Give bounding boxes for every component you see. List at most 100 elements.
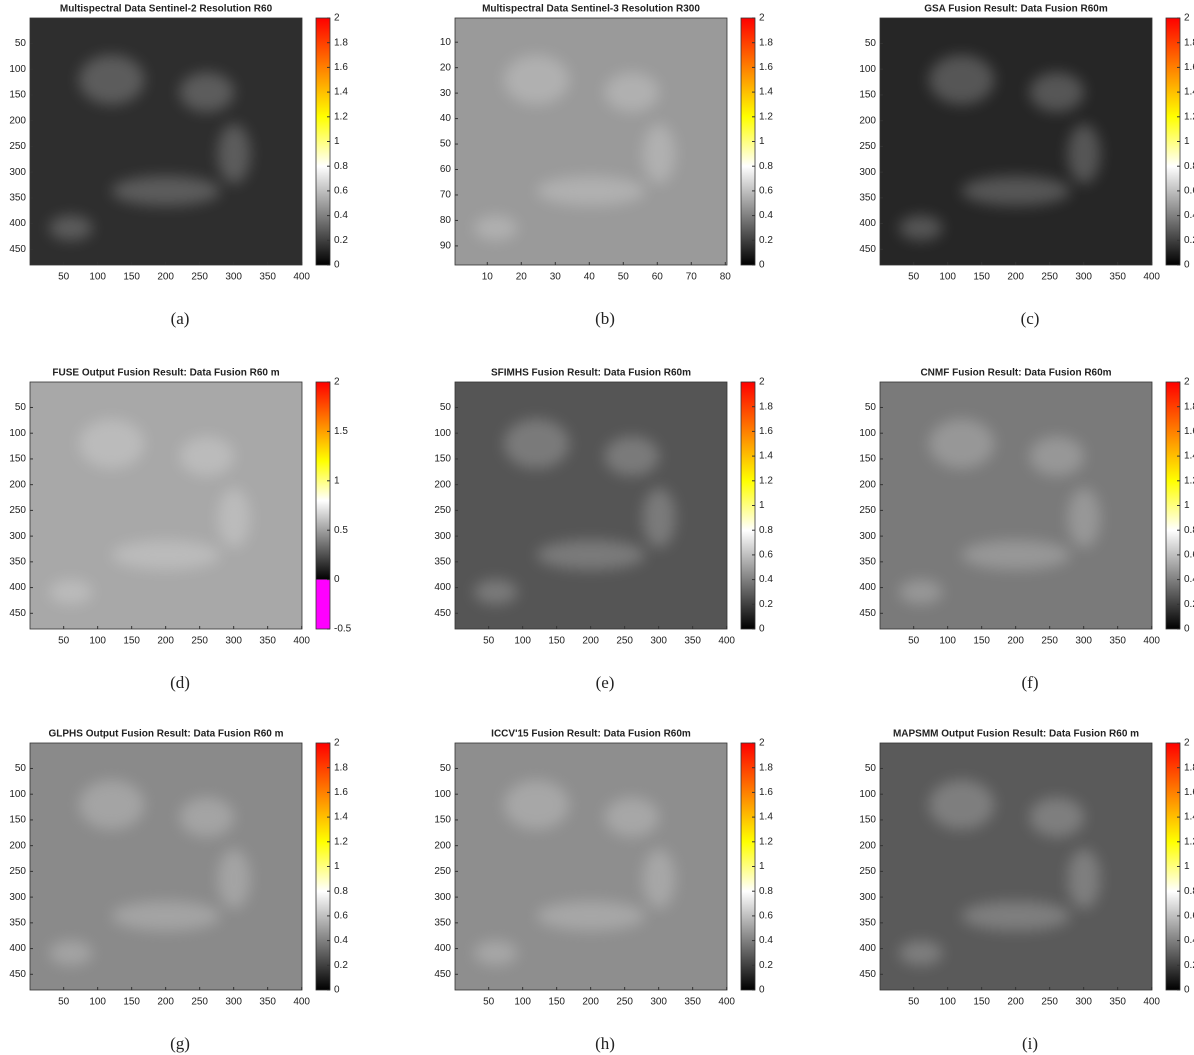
x-tick-label: 300 bbox=[1075, 272, 1092, 283]
y-tick-label: 100 bbox=[9, 428, 26, 439]
x-tick-label: 150 bbox=[123, 997, 140, 1008]
y-tick-label: 400 bbox=[859, 218, 876, 229]
image-blob bbox=[928, 419, 995, 469]
y-tick-label: 150 bbox=[859, 454, 876, 465]
x-tick-label: 350 bbox=[259, 997, 276, 1008]
x-tick-label: 300 bbox=[650, 636, 667, 647]
colorbar-tick-label: 1 bbox=[759, 136, 765, 147]
x-tick-label: 400 bbox=[293, 272, 310, 283]
panel: FUSE Output Fusion Result: Data Fusion R… bbox=[9, 368, 351, 692]
y-tick-label: 300 bbox=[9, 167, 26, 178]
colorbar-tick-label: 0.2 bbox=[334, 235, 348, 246]
image-blob bbox=[49, 579, 93, 605]
x-tick-label: 200 bbox=[157, 636, 174, 647]
image-blob bbox=[503, 780, 570, 830]
x-tick-label: 350 bbox=[1109, 997, 1126, 1008]
x-tick-label: 350 bbox=[259, 272, 276, 283]
y-tick-label: 250 bbox=[859, 141, 876, 152]
y-tick-label: 350 bbox=[859, 192, 876, 203]
colorbar bbox=[316, 18, 330, 265]
caption: (i) bbox=[1022, 1034, 1038, 1053]
colorbar-tick-label: 0 bbox=[759, 624, 765, 635]
colorbar-tick-label: 0.4 bbox=[759, 935, 773, 946]
colorbar-tick-label: 0.4 bbox=[334, 210, 348, 221]
image-blob bbox=[111, 901, 221, 931]
y-tick-label: 250 bbox=[859, 866, 876, 877]
colorbar-tick-label: 2 bbox=[759, 738, 765, 749]
y-tick-label: 50 bbox=[15, 402, 27, 413]
image-blob bbox=[179, 436, 234, 476]
image-blob bbox=[474, 579, 518, 605]
colorbar bbox=[316, 743, 330, 990]
x-tick-label: 50 bbox=[483, 636, 495, 647]
y-tick-label: 250 bbox=[434, 866, 451, 877]
image-blob bbox=[217, 488, 251, 548]
y-tick-label: 450 bbox=[9, 244, 26, 255]
panel: SFIMHS Fusion Result: Data Fusion R60m 50… bbox=[434, 368, 773, 692]
colorbar-tick-label: 1.8 bbox=[1184, 37, 1194, 48]
y-tick-label: 300 bbox=[434, 892, 451, 903]
caption: (a) bbox=[171, 309, 190, 328]
colorbar-tick-label: 0 bbox=[1184, 260, 1190, 271]
x-tick-label: 250 bbox=[191, 636, 208, 647]
x-tick-label: 50 bbox=[58, 272, 70, 283]
colorbar-tick-label: 0.4 bbox=[1184, 935, 1194, 946]
y-tick-label: 400 bbox=[434, 582, 451, 593]
colorbar-tick-label: 0 bbox=[759, 985, 765, 996]
caption: (e) bbox=[596, 673, 615, 692]
colorbar-tick-label: 0 bbox=[334, 574, 340, 585]
y-tick-label: 350 bbox=[434, 556, 451, 567]
y-tick-label: 400 bbox=[859, 582, 876, 593]
colorbar-tick-label: 0.6 bbox=[759, 550, 773, 561]
x-tick-label: 200 bbox=[582, 636, 599, 647]
y-tick-label: 100 bbox=[859, 64, 876, 75]
colorbar-tick-label: 1.8 bbox=[1184, 401, 1194, 412]
colorbar-tick-label: 1 bbox=[1184, 500, 1190, 511]
x-tick-label: 70 bbox=[686, 272, 698, 283]
x-tick-label: 400 bbox=[718, 636, 735, 647]
x-tick-label: 60 bbox=[652, 272, 664, 283]
colorbar-tick-label: 0.4 bbox=[1184, 210, 1194, 221]
y-tick-label: 450 bbox=[434, 969, 451, 980]
colorbar-tick-label: 1 bbox=[759, 861, 765, 872]
image-blob bbox=[536, 540, 646, 570]
colorbar-tick-label: 0.8 bbox=[759, 886, 773, 897]
caption: (g) bbox=[170, 1034, 190, 1053]
colorbar-tick-label: 1 bbox=[759, 500, 765, 511]
colorbar-tick-label: 1.8 bbox=[759, 762, 773, 773]
colorbar-tick-label: 1.2 bbox=[1184, 475, 1194, 486]
colorbar-tick-label: 1.4 bbox=[1184, 451, 1194, 462]
image-blob bbox=[604, 797, 659, 837]
y-tick-label: 50 bbox=[440, 402, 452, 413]
y-tick-label: 400 bbox=[9, 582, 26, 593]
colorbar-tick-label: 1.4 bbox=[1184, 87, 1194, 98]
colorbar-tick-label: 0.6 bbox=[334, 186, 348, 197]
y-tick-label: 450 bbox=[434, 608, 451, 619]
colorbar-tick-label: 1.2 bbox=[334, 836, 348, 847]
colorbar-tick-label: 1.8 bbox=[334, 37, 348, 48]
x-tick-label: 150 bbox=[548, 997, 565, 1008]
x-tick-label: 250 bbox=[1041, 636, 1058, 647]
y-tick-label: 250 bbox=[9, 505, 26, 516]
colorbar-tick-label: 0.6 bbox=[1184, 550, 1194, 561]
colorbar-tick-label: 0.8 bbox=[759, 161, 773, 172]
image-blob bbox=[642, 124, 676, 184]
image-blob bbox=[179, 72, 234, 112]
y-tick-label: 150 bbox=[9, 90, 26, 101]
x-tick-label: 50 bbox=[483, 997, 495, 1008]
colorbar bbox=[1166, 743, 1180, 990]
image-blob bbox=[899, 215, 943, 241]
image-blob bbox=[78, 55, 145, 105]
x-tick-label: 250 bbox=[1041, 997, 1058, 1008]
colorbar-tick-label: 1.6 bbox=[1184, 426, 1194, 437]
x-tick-label: 150 bbox=[123, 272, 140, 283]
panel: MAPSMM Output Fusion Result: Data Fusion… bbox=[859, 729, 1194, 1053]
y-tick-label: 350 bbox=[859, 556, 876, 567]
y-tick-label: 450 bbox=[9, 608, 26, 619]
colorbar-tick-label: 0.6 bbox=[759, 911, 773, 922]
x-tick-label: 400 bbox=[1143, 997, 1160, 1008]
y-tick-label: 450 bbox=[859, 969, 876, 980]
colorbar-tick-label: 1 bbox=[334, 861, 340, 872]
image-blob bbox=[78, 419, 145, 469]
colorbar-tick-label: 0.4 bbox=[334, 935, 348, 946]
